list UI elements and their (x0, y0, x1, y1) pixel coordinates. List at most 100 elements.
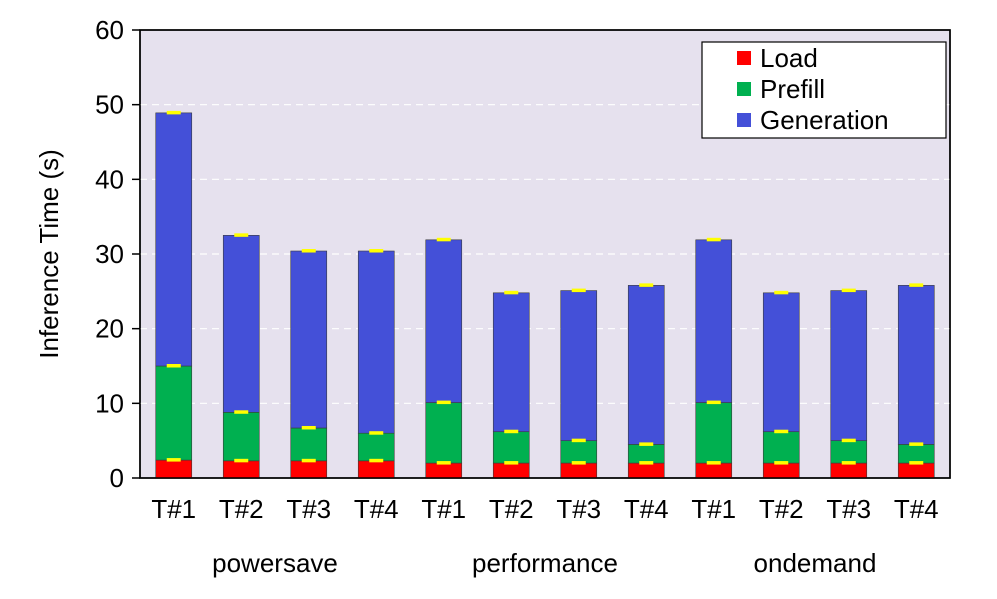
error-marker (436, 400, 451, 405)
bar-segment-prefill (627, 444, 665, 464)
y-tick-label: 30 (95, 239, 124, 269)
error-marker (504, 461, 519, 465)
x-tick-label: T#3 (286, 494, 331, 524)
error-marker (706, 461, 721, 465)
y-tick-label: 40 (95, 164, 124, 194)
bar-segment-generation (222, 235, 260, 413)
error-marker (166, 110, 181, 115)
bar-segment-prefill (492, 431, 530, 464)
y-axis: 0 10 20 30 40 50 60 (95, 15, 140, 493)
bar-segment-generation (695, 239, 733, 403)
error-marker (639, 461, 654, 465)
bar-segment-generation (560, 290, 598, 441)
error-marker (301, 458, 316, 463)
bar-segment-load (762, 462, 800, 479)
group-label: performance (472, 548, 618, 578)
error-marker (774, 290, 789, 295)
grid-lines (140, 104, 950, 404)
legend-label-prefill: Prefill (760, 74, 825, 104)
bar-segment-load (155, 459, 193, 479)
bar-segment-prefill (560, 440, 598, 464)
error-marker (639, 283, 654, 287)
error-markers (166, 110, 924, 465)
legend-swatch-prefill (737, 82, 751, 96)
x-tick-label: T#2 (489, 494, 534, 524)
error-marker (166, 364, 181, 368)
y-tick-label: 60 (95, 15, 124, 45)
x-tick-label: T#3 (826, 494, 871, 524)
y-tick-label: 10 (95, 388, 124, 418)
error-marker (841, 461, 856, 465)
bar-segment-load (695, 462, 733, 479)
bar-segment-load (897, 462, 935, 479)
bar-segment-load (560, 462, 598, 479)
x-tick-label: T#1 (421, 494, 466, 524)
x-tick-label: T#1 (691, 494, 736, 524)
bar-segment-generation (627, 285, 665, 445)
group-label: ondemand (754, 548, 877, 578)
bars (155, 112, 935, 479)
bar-segment-generation (425, 239, 463, 403)
error-marker (774, 461, 789, 465)
error-marker (909, 442, 924, 446)
error-marker (706, 237, 721, 242)
bar-segment-load (222, 460, 260, 479)
bar-segment-generation (357, 250, 395, 434)
bar-segment-prefill (290, 427, 328, 462)
error-marker (774, 429, 789, 434)
group-label: powersave (212, 548, 338, 578)
bar-segment-prefill (357, 432, 395, 462)
bar-segment-prefill (425, 402, 463, 464)
legend-swatch-generation (737, 113, 751, 127)
bar-segment-generation (762, 292, 800, 433)
error-marker (841, 438, 856, 443)
bar-segment-load (290, 460, 328, 479)
bar-segment-generation (830, 290, 868, 441)
y-tick-label: 20 (95, 314, 124, 344)
x-tick-label: T#4 (624, 494, 669, 524)
bar-segment-prefill (222, 411, 260, 462)
error-marker (436, 237, 451, 242)
bar-segment-generation (492, 292, 530, 433)
error-marker (909, 283, 924, 287)
bar-segment-prefill (830, 440, 868, 464)
error-marker (504, 429, 519, 434)
bar-segment-generation (290, 250, 328, 429)
x-tick-label: T#2 (219, 494, 264, 524)
error-marker (369, 249, 384, 253)
error-marker (369, 458, 384, 463)
error-marker (571, 461, 586, 465)
bar-segment-load (425, 462, 463, 479)
bar-segment-generation (897, 285, 935, 445)
error-marker (301, 249, 316, 253)
legend-label-load: Load (760, 43, 818, 73)
bar-segment-prefill (155, 365, 193, 461)
y-tick-label: 0 (110, 463, 124, 493)
error-marker (234, 233, 249, 237)
y-tick-label: 50 (95, 90, 124, 120)
error-marker (571, 438, 586, 443)
legend-label-generation: Generation (760, 105, 889, 135)
error-marker (571, 288, 586, 293)
x-axis: T#1 T#2 T#3 T#4 T#1 T#2 T#3 T#4 T#1 T#2 T#3 T#4 powe… (151, 494, 938, 578)
x-tick-label: T#3 (556, 494, 601, 524)
y-axis-title: Inference Time (s) (34, 149, 64, 359)
bar-segment-prefill (897, 444, 935, 464)
error-marker (909, 461, 924, 465)
bar-segment-load (357, 460, 395, 479)
bar-segment-generation (155, 112, 193, 367)
error-marker (436, 461, 451, 465)
error-marker (504, 290, 519, 295)
bar-segment-load (627, 462, 665, 479)
error-marker (234, 458, 249, 463)
error-marker (369, 431, 384, 435)
legend-swatch-load (737, 51, 751, 65)
x-tick-label: T#1 (151, 494, 196, 524)
error-marker (841, 288, 856, 293)
bar-segment-load (492, 462, 530, 479)
x-tick-label: T#4 (354, 494, 399, 524)
error-marker (301, 425, 316, 430)
x-tick-label: T#2 (759, 494, 804, 524)
